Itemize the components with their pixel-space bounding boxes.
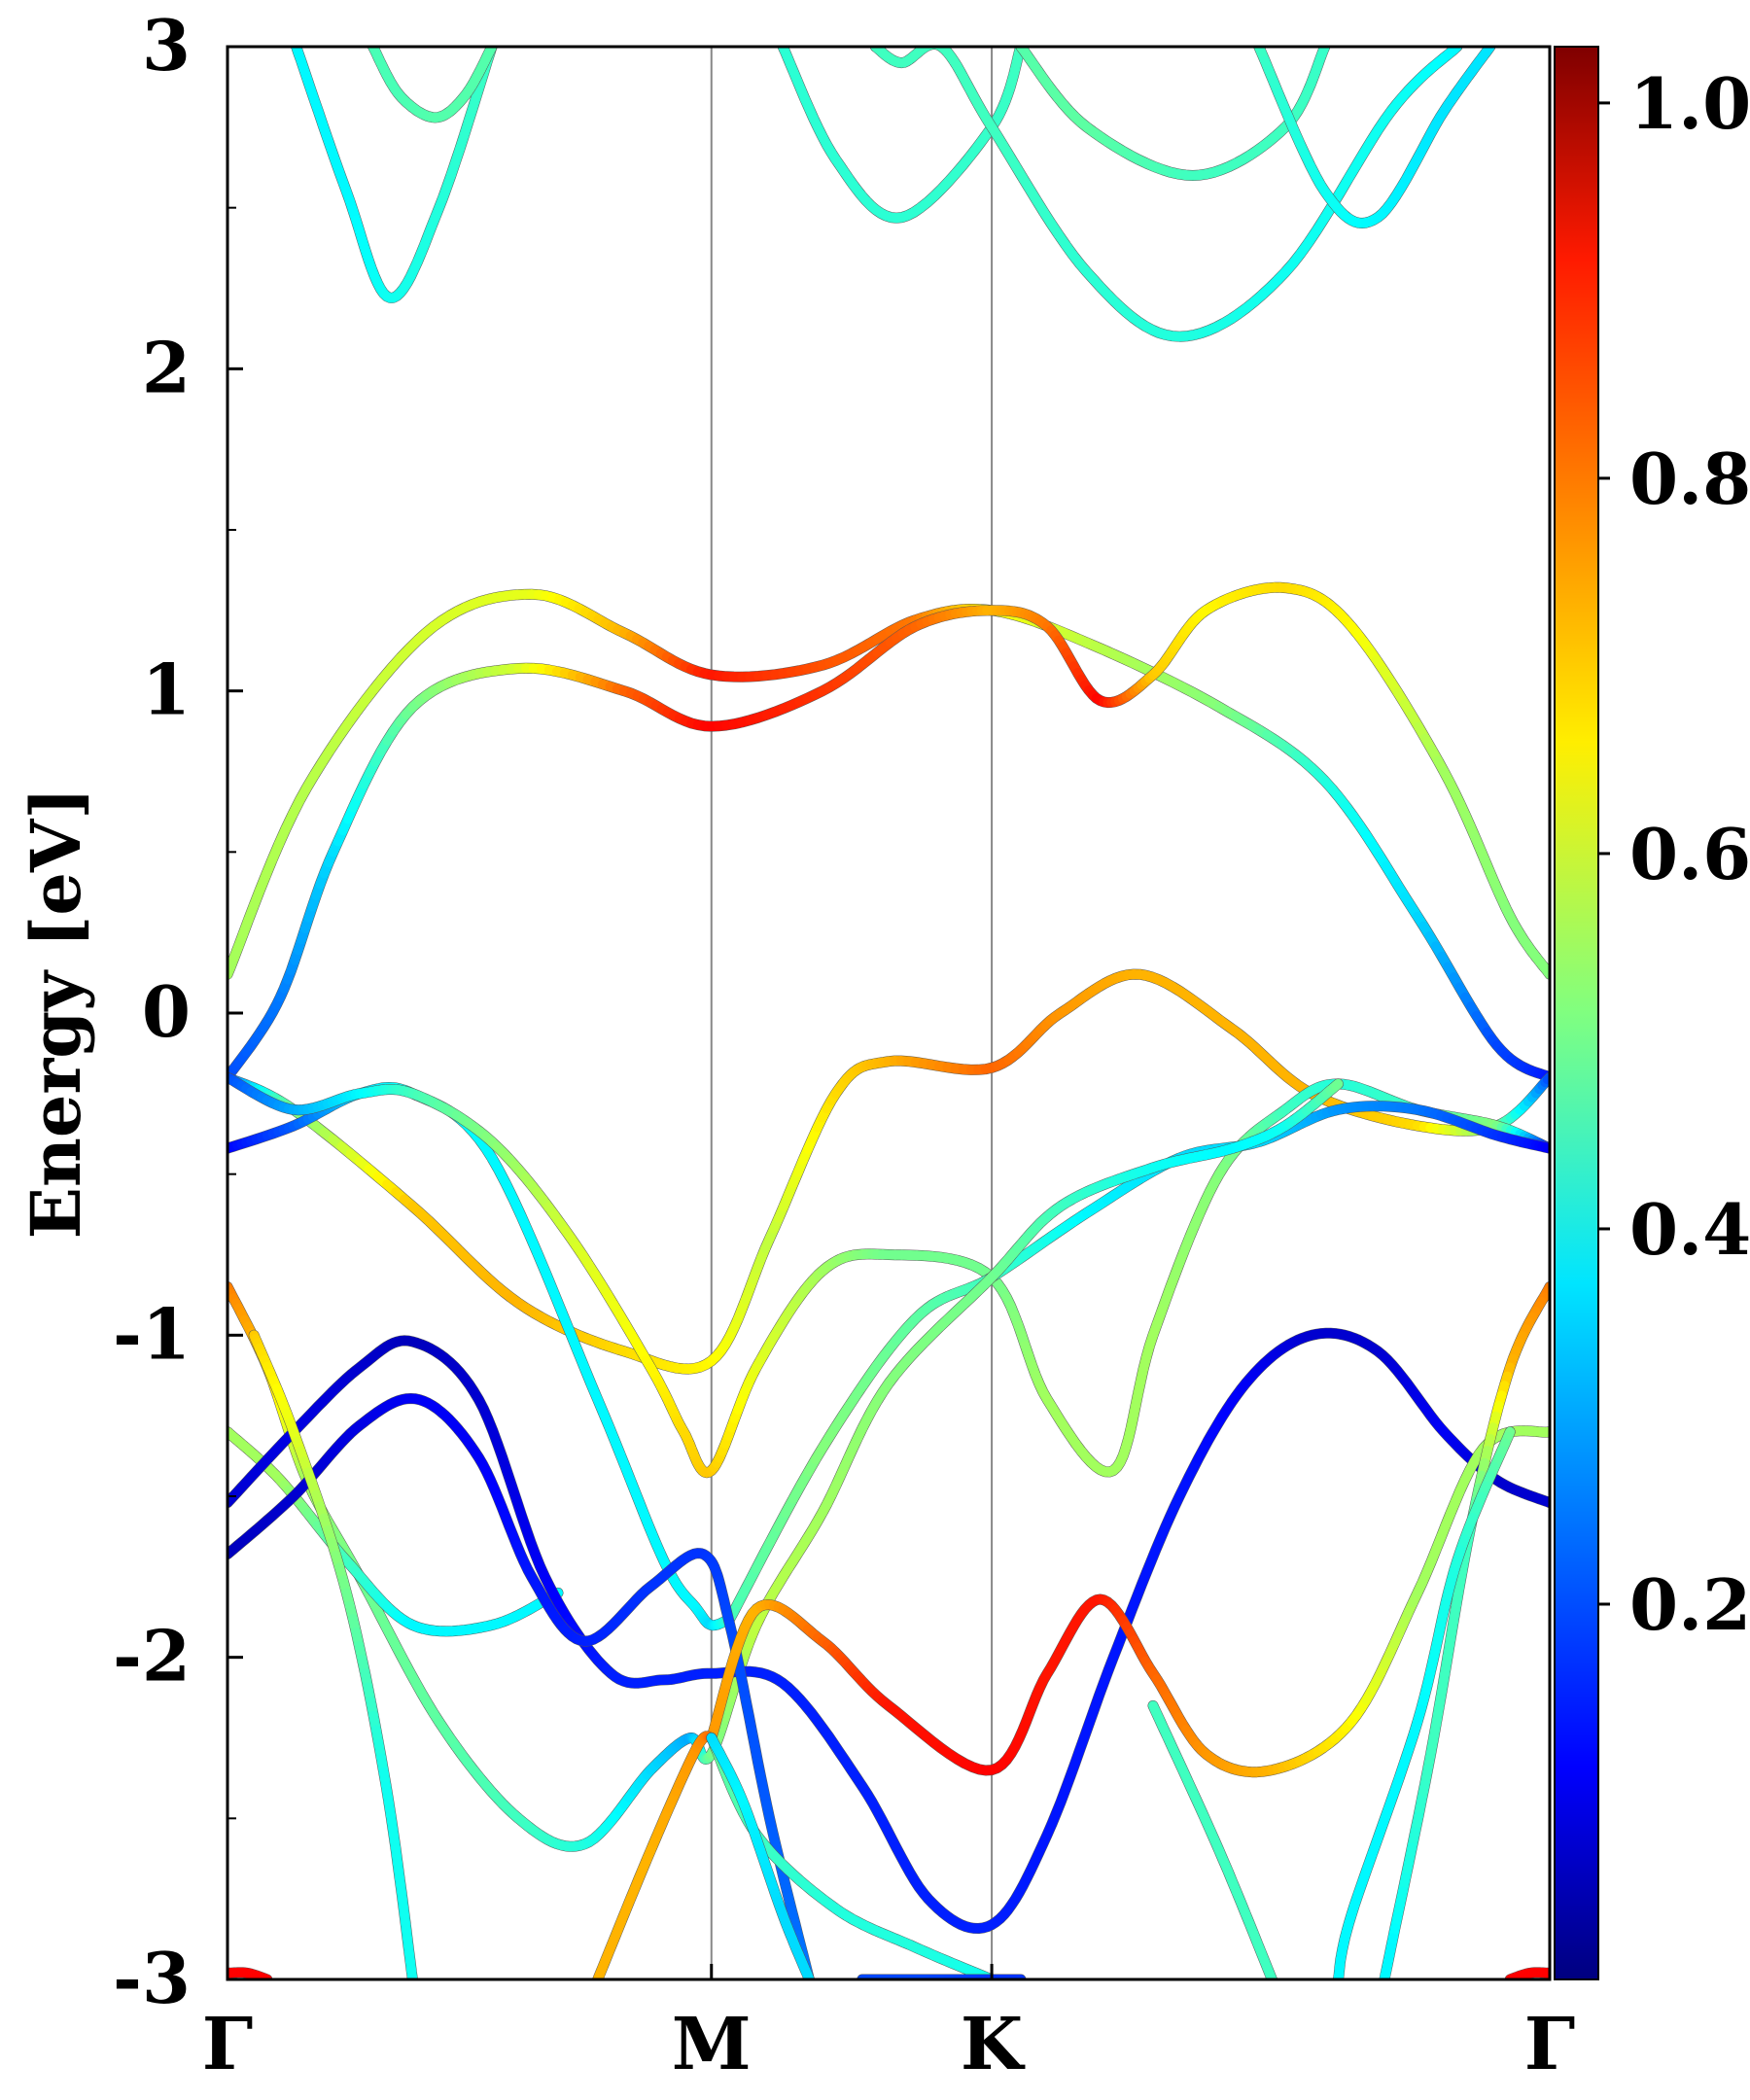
x-tick-label: K [961, 2003, 1026, 2086]
high-symmetry-lines [710, 47, 994, 1979]
band-v12-outline [248, 1329, 418, 1979]
band-v1-outline [228, 968, 1550, 1375]
colorbar-tick-label: 0.6 [1629, 813, 1750, 895]
y-axis-ticks: -3 -2 -1 0 1 2 3 [113, 4, 243, 2019]
colorbar-tick-label: 0.4 [1629, 1188, 1750, 1271]
band-c2-outline [228, 581, 1550, 1083]
band-cb-1 [291, 47, 498, 303]
band-v16 [1379, 1281, 1550, 1979]
band-v17 [1332, 1426, 1516, 1979]
y-tick-label: -3 [113, 1937, 191, 2019]
band-v9 [706, 1425, 1550, 1778]
band-cb-3 [777, 47, 1027, 224]
x-tick-label: M [672, 2003, 752, 2086]
colorbar-tick-label: 0.2 [1629, 1563, 1750, 1646]
band-cb-5 [1015, 47, 1331, 181]
y-tick-label: 0 [142, 970, 191, 1053]
colorbar: 0.2 0.4 0.6 0.8 1.0 [1554, 46, 1750, 1980]
y-tick-label: -1 [113, 1292, 191, 1375]
band-v12 [248, 1329, 418, 1979]
y-axis-label: Energy [eV] [16, 788, 96, 1240]
band-v5-segment [1331, 1078, 1344, 1091]
band-v3 [228, 1071, 1550, 1479]
y-tick-label: 2 [142, 326, 191, 408]
band-v3-outline [228, 1071, 1550, 1479]
band-cb-4-segment [930, 47, 943, 51]
colorbar-gradient [1554, 46, 1599, 1980]
plot-frame [226, 45, 1552, 1981]
band-v13 [706, 1732, 815, 1979]
band-c1 [228, 588, 1550, 1083]
colorbar-ticks: 0.2 0.4 0.6 0.8 1.0 [1598, 62, 1750, 1646]
band-v15 [1147, 1699, 1278, 1979]
band-v19 [1504, 1967, 1550, 1979]
band-cb-6 [1253, 47, 1496, 228]
y-tick-label: -2 [113, 1615, 191, 1698]
band-c1-outline [228, 588, 1550, 1083]
y-tick-label: 1 [142, 648, 191, 731]
colorbar-tick-label: 1.0 [1629, 62, 1750, 145]
band-c2 [228, 581, 1550, 1083]
colorbar-tick-label: 0.8 [1629, 438, 1750, 520]
plot-area: -3 -2 -1 0 1 2 3 Γ M K Γ Energy [eV] [16, 4, 1575, 2086]
band-cb-4-outline [869, 47, 1463, 342]
band-cb-4-segment [924, 47, 937, 51]
y-tick-label: 3 [142, 4, 191, 87]
band-lines [228, 47, 1550, 1979]
x-tick-label: Γ [1524, 2003, 1576, 2086]
band-v1 [228, 968, 1550, 1375]
band-cb-4 [869, 47, 1463, 342]
x-tick-label: Γ [202, 2003, 254, 2086]
